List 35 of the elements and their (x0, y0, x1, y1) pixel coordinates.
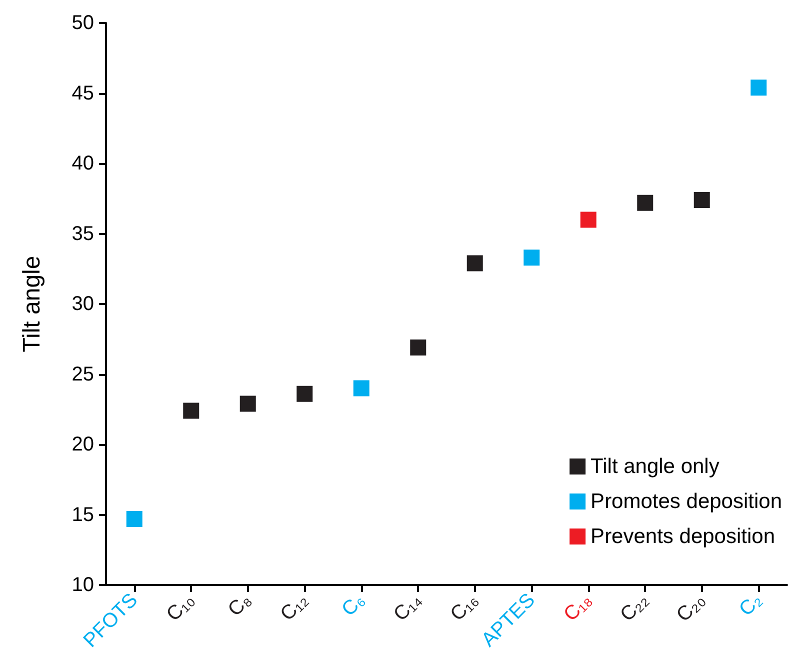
point (637, 194, 654, 211)
y-tick-label: 35 (72, 222, 94, 245)
x-tick-label: C₁₈ (560, 589, 596, 626)
point (240, 396, 256, 412)
legend-label: Prevents deposition (590, 525, 776, 548)
point (296, 386, 313, 402)
point (410, 340, 426, 356)
x-tick-label: C₁₀ (162, 589, 199, 626)
y-tick-label: 10 (72, 574, 94, 596)
x-tick-label: C₆ (338, 589, 370, 621)
point (183, 402, 200, 419)
legend-label: Tilt angle only (590, 455, 720, 478)
x-tick-label: C₁₆ (446, 589, 483, 626)
x-tick-label: C₂₂ (616, 589, 653, 626)
point (466, 255, 483, 272)
x-tick-label: C₂₀ (672, 589, 710, 626)
x-tick-label: C₁₄ (390, 589, 426, 626)
y-tick-label: 50 (72, 12, 94, 34)
x-tick-label: C₁₂ (276, 589, 312, 626)
point (580, 212, 596, 228)
y-tick-label: 25 (72, 363, 94, 386)
y-tick-label: 40 (72, 152, 94, 174)
point (126, 510, 142, 527)
y-tick-label: 45 (72, 82, 94, 104)
y-tick-label: 30 (72, 293, 94, 315)
y-tick-label: 15 (72, 504, 94, 526)
point (750, 80, 767, 96)
y-axis-title: Tilt angle (18, 256, 46, 352)
x-tick-label: C₈ (224, 589, 256, 621)
point (353, 380, 370, 396)
point (694, 192, 710, 208)
legend-label: Promotes deposition (590, 490, 782, 513)
y-tick-label: 20 (72, 434, 94, 456)
x-tick-label: C₂ (735, 589, 766, 620)
point (524, 250, 540, 266)
